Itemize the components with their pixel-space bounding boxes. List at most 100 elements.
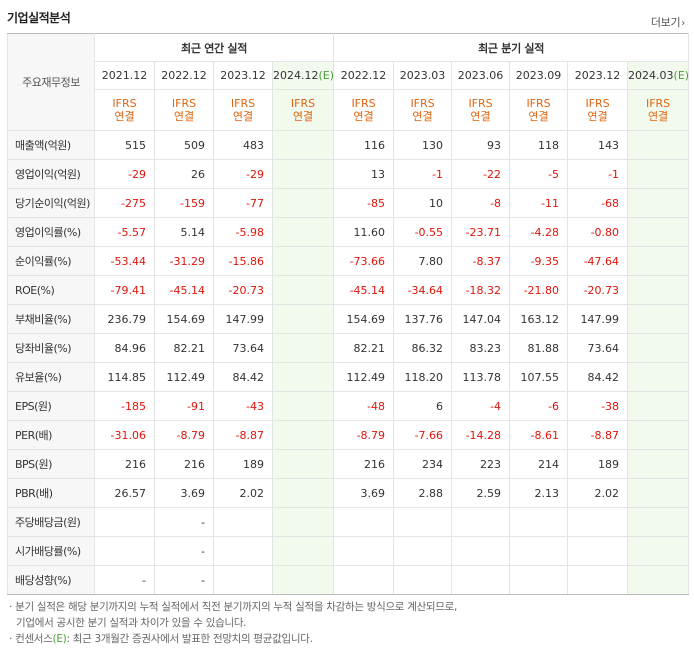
table-cell: 2.59 xyxy=(451,478,511,508)
table-cell xyxy=(271,159,335,189)
table-cell xyxy=(271,536,335,566)
table-cell xyxy=(627,130,690,160)
row-label: BPS(원) xyxy=(7,449,95,479)
table-row: ROE(%) -79.41 -45.14 -20.73 -45.14 -34.64 -18.… xyxy=(7,275,690,305)
more-label: 더보기 xyxy=(650,16,681,29)
table-cell: -8.37 xyxy=(451,246,511,276)
row-label: 배당성향(%) xyxy=(7,565,95,595)
table-cell: -29 xyxy=(213,159,273,189)
table-cell: -77 xyxy=(213,188,273,218)
table-cell xyxy=(213,536,273,566)
table-cell: 13 xyxy=(333,159,395,189)
annual-period-header: 2023.12 xyxy=(213,61,273,90)
row-label: PBR(배) xyxy=(7,478,95,508)
table-cell: -53.44 xyxy=(94,246,155,276)
footnotes: · 분기 실적은 해당 분기까지의 누적 실적에서 직전 분기까지의 누적 실적… xyxy=(9,599,457,647)
table-cell: -8.87 xyxy=(213,420,273,450)
table-cell xyxy=(393,565,453,595)
table-cell: 118.20 xyxy=(393,362,453,392)
table-cell xyxy=(271,333,335,363)
table-cell: -91 xyxy=(154,391,214,421)
table-cell: -14.28 xyxy=(451,420,511,450)
table-cell: -5.57 xyxy=(94,217,155,247)
table-cell: 130 xyxy=(393,130,453,160)
table-cell: 116 xyxy=(333,130,395,160)
table-cell: 11.60 xyxy=(333,217,395,247)
table-row: 시가배당률(%) - xyxy=(7,536,690,566)
table-cell: -23.71 xyxy=(451,217,511,247)
table-cell xyxy=(271,362,335,392)
table-row: PER(배) -31.06 -8.79 -8.87 -8.79 -7.66 -14.28 -8… xyxy=(7,420,690,450)
row-label: 시가배당률(%) xyxy=(7,536,95,566)
row-label: 영업이익(억원) xyxy=(7,159,95,189)
ifrs-consolidated-label: IFRS 연결 xyxy=(154,89,214,131)
table-cell: -1 xyxy=(567,159,629,189)
table-cell: 84.42 xyxy=(567,362,629,392)
table-cell xyxy=(627,362,690,392)
table-cell: 216 xyxy=(333,449,395,479)
table-cell: 84.96 xyxy=(94,333,155,363)
table-cell: - xyxy=(94,565,155,595)
table-cell: -0.55 xyxy=(393,217,453,247)
ifrs-consolidated-label: IFRS 연결 xyxy=(333,89,395,131)
table-cell: -85 xyxy=(333,188,395,218)
table-cell: 147.99 xyxy=(567,304,629,334)
estimate-mark: (E) xyxy=(673,69,690,82)
table-cell xyxy=(627,159,690,189)
table-cell: -15.86 xyxy=(213,246,273,276)
row-label: 주당배당금(원) xyxy=(7,507,95,537)
table-cell: -31.06 xyxy=(94,420,155,450)
table-cell: -5.98 xyxy=(213,217,273,247)
table-row: 주당배당금(원) - xyxy=(7,507,690,537)
table-cell: 143 xyxy=(567,130,629,160)
table-cell xyxy=(333,536,395,566)
more-link[interactable]: 더보기› xyxy=(651,14,685,30)
table-cell xyxy=(94,507,155,537)
table-cell: -5 xyxy=(509,159,569,189)
quarter-period-header: 2023.09 xyxy=(509,61,569,90)
table-cell xyxy=(94,536,155,566)
table-cell: 154.69 xyxy=(333,304,395,334)
table-cell: 163.12 xyxy=(509,304,569,334)
table-row: 영업이익(억원) -29 26 -29 13 -1 -22 -5 -1 xyxy=(7,159,690,189)
table-cell xyxy=(271,130,335,160)
table-cell xyxy=(393,507,453,537)
table-row: 당좌비율(%) 84.96 82.21 73.64 82.21 86.32 83.23 81.… xyxy=(7,333,690,363)
table-cell: 2.88 xyxy=(393,478,453,508)
table-cell: -43 xyxy=(213,391,273,421)
table-row: 영업이익률(%) -5.57 5.14 -5.98 11.60 -0.55 -23.71 -4… xyxy=(7,217,690,247)
table-row: BPS(원) 216 216 189 216 234 223 214 189 xyxy=(7,449,690,479)
row-label: 부채비율(%) xyxy=(7,304,95,334)
table-cell: 82.21 xyxy=(154,333,214,363)
ifrs-consolidated-label: IFRS 연결 xyxy=(451,89,511,131)
table-cell xyxy=(627,391,690,421)
table-cell: -9.35 xyxy=(509,246,569,276)
ifrs-consolidated-label: IFRS 연결 xyxy=(393,89,453,131)
table-cell: 113.78 xyxy=(451,362,511,392)
table-cell: -18.32 xyxy=(451,275,511,305)
table-cell: -11 xyxy=(509,188,569,218)
table-cell: -48 xyxy=(333,391,395,421)
table-cell: 112.49 xyxy=(333,362,395,392)
table-cell: 93 xyxy=(451,130,511,160)
ifrs-consolidated-label: IFRS 연결 xyxy=(509,89,569,131)
table-cell: -4 xyxy=(451,391,511,421)
table-cell: 147.04 xyxy=(451,304,511,334)
table-cell xyxy=(509,507,569,537)
table-cell: 83.23 xyxy=(451,333,511,363)
table-cell: -4.28 xyxy=(509,217,569,247)
table-cell xyxy=(271,420,335,450)
table-cell: 216 xyxy=(154,449,214,479)
table-cell xyxy=(451,565,511,595)
table-cell: 483 xyxy=(213,130,273,160)
quarter-period-header: 2024.03(E) xyxy=(627,61,690,90)
table-cell: 10 xyxy=(393,188,453,218)
table-cell xyxy=(213,565,273,595)
table-cell: -185 xyxy=(94,391,155,421)
quarter-group-header: 최근 분기 실적 xyxy=(333,33,690,62)
quarter-period-header: 2022.12 xyxy=(333,61,395,90)
row-label: ROE(%) xyxy=(7,275,95,305)
row-label: 매출액(억원) xyxy=(7,130,95,160)
table-cell: -6 xyxy=(509,391,569,421)
ifrs-consolidated-label: IFRS 연결 xyxy=(567,89,629,131)
